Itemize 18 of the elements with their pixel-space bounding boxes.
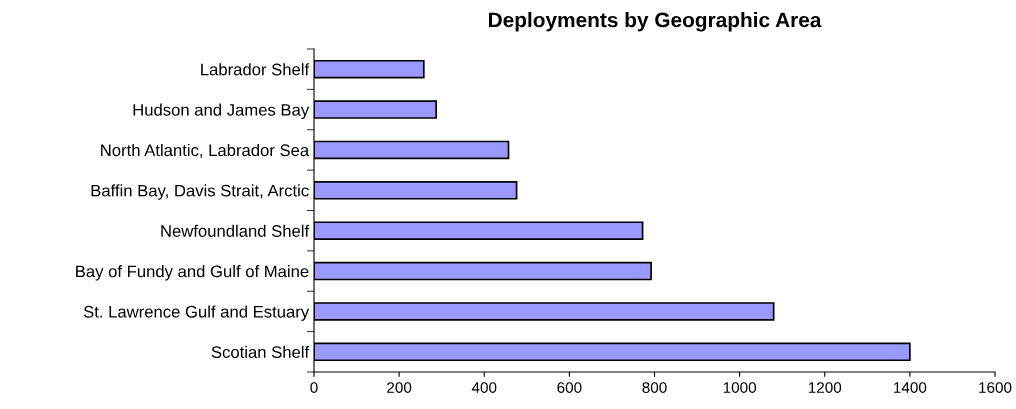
y-tick-label: Baffin Bay, Davis Strait, Arctic bbox=[91, 184, 309, 200]
x-tick-label: 1000 bbox=[723, 382, 757, 393]
x-tick-label: 200 bbox=[387, 382, 412, 393]
y-tick-label: Scotian Shelf bbox=[211, 345, 310, 359]
x-tick-label: 1200 bbox=[808, 382, 842, 393]
y-tick-label: Bay of Fundy and Gulf of Maine bbox=[76, 265, 309, 281]
x-tick-label: 600 bbox=[557, 382, 582, 393]
y-tick-label: Labrador Shelf bbox=[201, 63, 310, 76]
x-tick-label: 800 bbox=[642, 382, 667, 393]
y-tick-label: St. Lawrence Gulf and Estuary bbox=[83, 305, 310, 321]
y-tick-label: Hudson and James Bay bbox=[133, 103, 310, 120]
y-tick-label: Newfoundland Shelf bbox=[161, 224, 310, 237]
y-tick-label: North Atlantic, Labrador Sea bbox=[101, 143, 310, 159]
x-tick-label: 0 bbox=[310, 382, 318, 393]
x-tick-label: 1600 bbox=[979, 382, 1012, 393]
x-tick-label: 1400 bbox=[894, 382, 927, 393]
chart-title: Deployments by Geographic Area bbox=[489, 12, 822, 32]
x-tick-label: 400 bbox=[471, 382, 497, 393]
